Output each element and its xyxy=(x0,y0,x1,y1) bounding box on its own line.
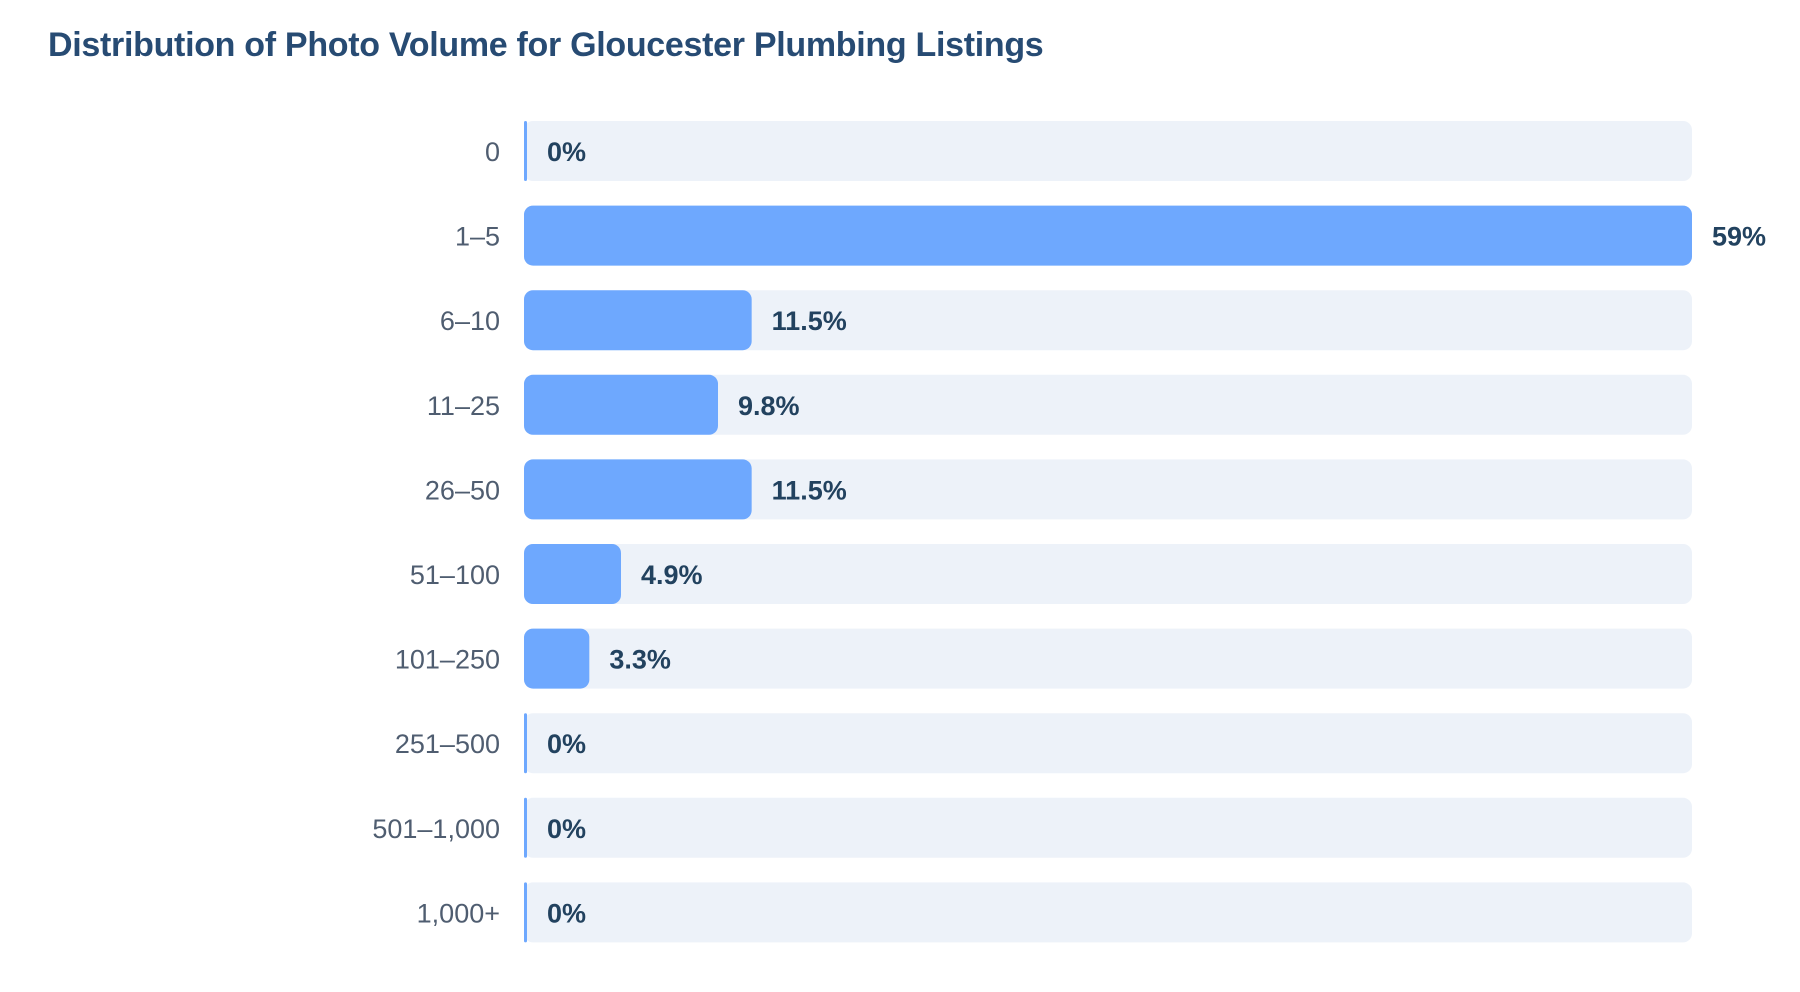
bar-track xyxy=(524,797,1692,858)
category-label: 6–10 xyxy=(440,306,500,336)
value-label: 0% xyxy=(547,814,586,844)
category-label: 251–500 xyxy=(395,729,500,759)
bar-track xyxy=(524,459,1692,520)
value-label: 9.8% xyxy=(738,391,800,421)
bar xyxy=(524,374,719,435)
bar xyxy=(524,713,527,774)
value-label: 0% xyxy=(547,137,586,167)
bar-track xyxy=(524,121,1692,181)
bar xyxy=(524,544,622,604)
bar xyxy=(524,797,527,858)
bar-track xyxy=(524,374,1692,435)
chart-title: Distribution of Photo Volume for Glouces… xyxy=(48,26,1044,64)
bar xyxy=(524,290,752,351)
category-label: 26–50 xyxy=(425,475,500,505)
value-label: 11.5% xyxy=(772,475,847,505)
bar xyxy=(524,121,527,181)
category-label: 11–25 xyxy=(427,391,500,421)
bar xyxy=(524,882,527,943)
category-label: 51–100 xyxy=(410,560,500,590)
category-label: 501–1,000 xyxy=(372,814,500,844)
value-label: 4.9% xyxy=(641,560,703,590)
value-label: 0% xyxy=(547,898,586,928)
category-label: 1,000+ xyxy=(417,898,500,928)
bar-track xyxy=(524,882,1692,943)
bar-track xyxy=(524,713,1692,774)
value-label: 3.3% xyxy=(609,645,671,675)
bar-track xyxy=(524,544,1692,604)
category-label: 101–250 xyxy=(395,645,500,675)
value-label: 0% xyxy=(547,729,586,759)
bar xyxy=(524,628,590,689)
value-label: 59% xyxy=(1712,222,1766,252)
bar-track xyxy=(524,628,1692,689)
bar-track xyxy=(524,290,1692,351)
category-label: 0 xyxy=(485,137,500,167)
category-label: 1–5 xyxy=(455,222,500,252)
value-label: 11.5% xyxy=(772,306,847,336)
bar xyxy=(524,205,1692,266)
bar xyxy=(524,459,752,520)
